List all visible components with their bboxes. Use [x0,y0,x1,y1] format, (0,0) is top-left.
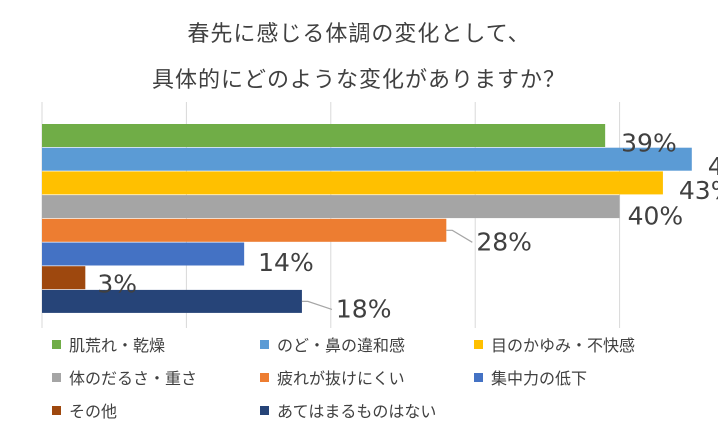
legend-label: 体のだるさ・重さ [69,369,198,388]
data-label: 14% [258,248,314,277]
bar [42,289,302,313]
legend-swatch [52,339,61,349]
legend-item: あてはまるものはない [260,399,474,421]
legend: 肌荒れ・乾燥 のど・鼻の違和感 目のかゆみ・不快感体のだるさ・重さ 疲れが抜けにくい 集… [52,333,712,421]
data-label: 28% [476,227,532,256]
legend-swatch [474,372,483,382]
bar [42,171,663,195]
chart-title-line-2: 具体的にどのような変化がありますか？ [151,68,566,93]
legend-swatch [52,372,61,382]
bar [42,218,447,242]
legend-label: 目のかゆみ・不快感 [491,336,636,355]
label-leader-lines [301,229,473,310]
data-label: 39% [621,129,677,158]
chart-title-line-1: 春先に感じる体調の変化として、 [187,22,531,47]
legend-label: 肌荒れ・乾燥 [69,336,166,355]
legend-label: のど・鼻の違和感 [277,336,406,355]
data-labels: 39% 45%43%40% 28% 14% 3% 18% [97,129,718,324]
legend-item: 体のだるさ・重さ [52,366,260,388]
data-label: 45% [708,152,718,181]
legend-label: 集中力の低下 [491,369,588,388]
legend-label: あてはまるものはない [277,402,437,421]
data-label: 40% [628,202,684,231]
bar [42,124,606,147]
legend-swatch [474,339,483,349]
legend-swatch [260,405,269,415]
bar [42,195,620,219]
legend-item: のど・鼻の違和感 [260,333,474,355]
legend-swatch [260,372,269,382]
legend-item: 集中力の低下 [474,366,704,388]
bar [42,242,245,266]
legend-label: その他 [69,402,118,421]
bars [42,124,692,313]
legend-item: 目のかゆみ・不快感 [474,333,704,355]
label-leader-line [446,229,473,243]
legend-swatch [52,405,61,415]
legend-label: 疲れが抜けにくい [277,369,405,388]
legend-item: 肌荒れ・乾燥 [52,333,260,355]
data-label: 43% [679,176,718,205]
legend-swatch [260,339,269,349]
label-leader-line [301,300,333,310]
data-label: 3% [97,270,137,299]
data-label: 18% [336,294,392,323]
legend-item: その他 [52,399,260,421]
bar [42,266,86,290]
bar [42,147,692,171]
legend-item: 疲れが抜けにくい [260,366,474,388]
